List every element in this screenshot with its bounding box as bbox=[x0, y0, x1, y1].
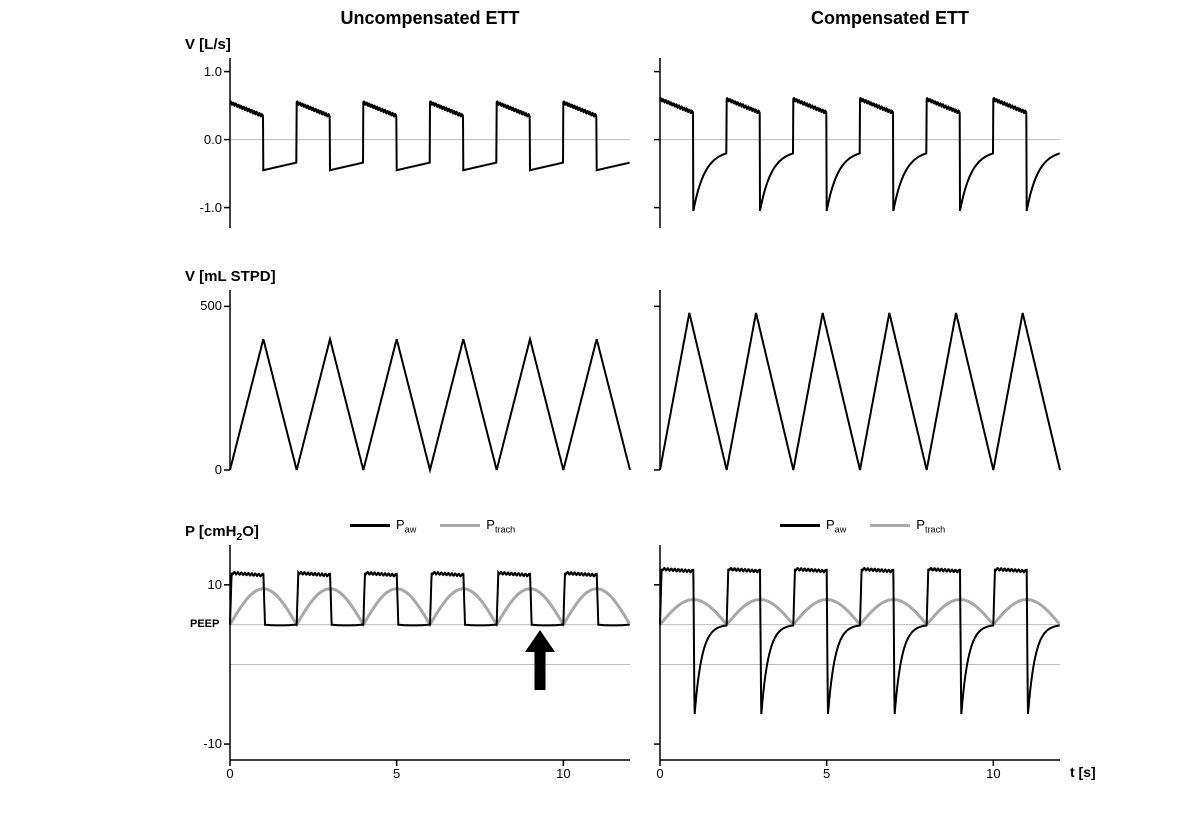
legend: PawPtrach bbox=[780, 517, 969, 535]
x-tick-label: 0 bbox=[650, 766, 670, 781]
panel-press-uncomp bbox=[230, 545, 630, 760]
panel-flow-comp bbox=[660, 58, 1060, 228]
row-label-pressure: P [cmH2O] bbox=[185, 523, 259, 543]
panel-vol-comp bbox=[660, 290, 1060, 470]
x-tick-label: 5 bbox=[817, 766, 837, 781]
panel-press-comp bbox=[660, 545, 1060, 760]
column-title-right: Compensated ETT bbox=[760, 8, 1020, 29]
y-tick-label: 10 bbox=[182, 577, 222, 592]
y-tick-label: 500 bbox=[182, 298, 222, 313]
annotation-arrow bbox=[522, 630, 558, 700]
x-tick-label: 0 bbox=[220, 766, 240, 781]
panel-vol-uncomp bbox=[230, 290, 630, 470]
y-tick-label: 0 bbox=[182, 462, 222, 477]
x-tick-label: 10 bbox=[983, 766, 1003, 781]
y-tick-label: -1.0 bbox=[182, 200, 222, 215]
x-tick-label: 10 bbox=[553, 766, 573, 781]
y-tick-label: 1.0 bbox=[182, 64, 222, 79]
y-tick-label: 0.0 bbox=[182, 132, 222, 147]
row-label-flow: .V [L/s] bbox=[185, 36, 231, 53]
x-axis-label: t [s] bbox=[1070, 764, 1096, 780]
column-title-left: Uncompensated ETT bbox=[300, 8, 560, 29]
y-tick-label: -10 bbox=[182, 736, 222, 751]
panel-flow-uncomp bbox=[230, 58, 630, 228]
x-tick-label: 5 bbox=[387, 766, 407, 781]
peep-label: PEEP bbox=[190, 618, 219, 630]
legend: PawPtrach bbox=[350, 517, 539, 535]
row-label-volume: V [mL STPD] bbox=[185, 268, 276, 285]
